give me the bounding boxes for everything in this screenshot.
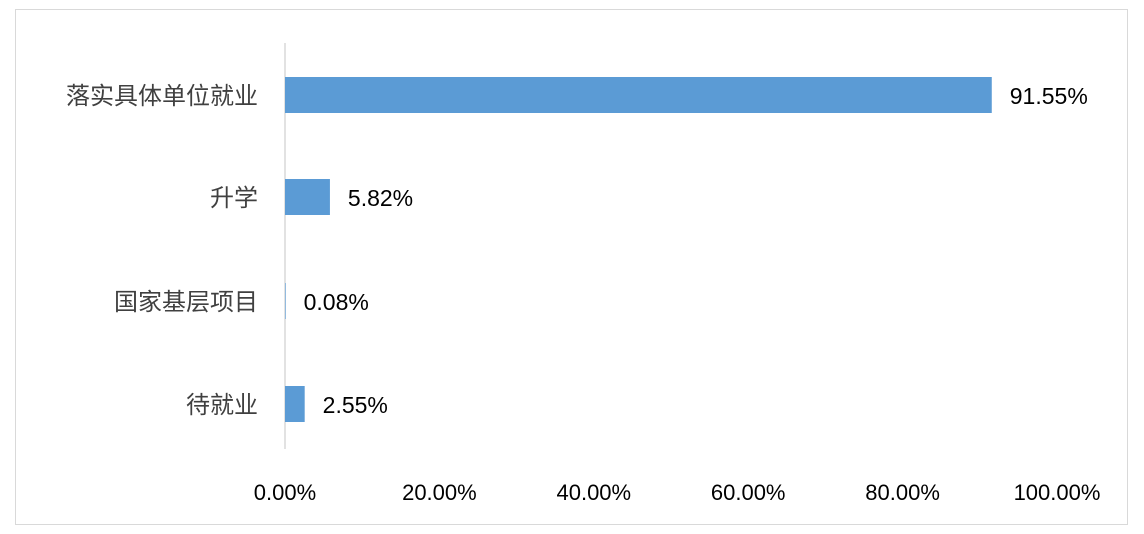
data-label-2: 5.82% bbox=[348, 185, 413, 211]
x-tick-label-6: 100.00% bbox=[1014, 480, 1101, 505]
bar-2[interactable] bbox=[285, 179, 330, 215]
data-label-1: 91.55% bbox=[1010, 83, 1088, 109]
data-label-4: 2.55% bbox=[323, 392, 388, 418]
x-tick-label-1: 0.00% bbox=[254, 480, 316, 505]
x-tick-label-5: 80.00% bbox=[865, 480, 940, 505]
category-label-4: 待就业 bbox=[186, 391, 258, 419]
category-label-2: 升学 bbox=[210, 184, 258, 212]
data-label-3: 0.08% bbox=[304, 289, 369, 315]
bar-1[interactable] bbox=[285, 77, 992, 113]
bar-4[interactable] bbox=[285, 386, 305, 422]
category-label-3: 国家基层项目 bbox=[114, 288, 258, 316]
x-tick-label-3: 40.00% bbox=[556, 480, 631, 505]
x-tick-label-4: 60.00% bbox=[711, 480, 786, 505]
bar-3[interactable] bbox=[285, 283, 286, 319]
x-tick-label-2: 20.00% bbox=[402, 480, 477, 505]
category-label-1: 落实具体单位就业 bbox=[66, 82, 258, 110]
